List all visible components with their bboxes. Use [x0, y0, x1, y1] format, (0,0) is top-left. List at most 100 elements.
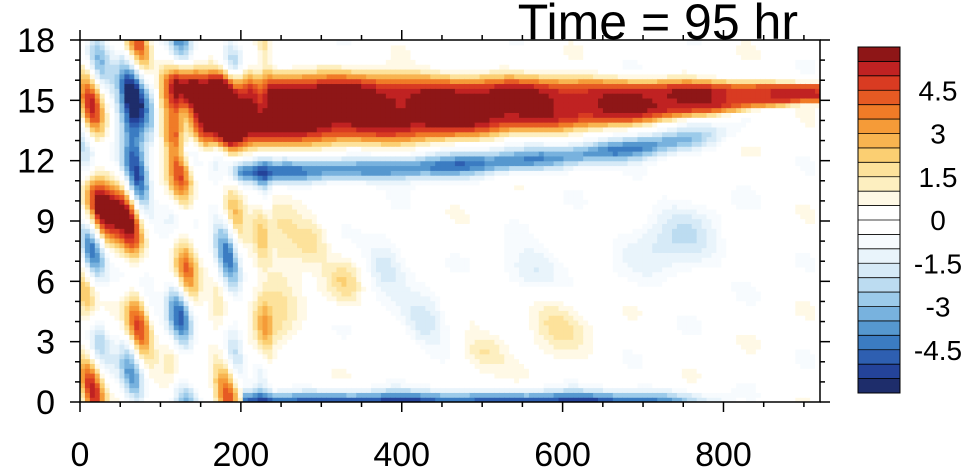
heatmap-cell: [139, 78, 145, 85]
heatmap-cell: [272, 40, 278, 46]
heatmap-cell: [341, 141, 347, 147]
heatmap-cell: [237, 368, 244, 374]
heatmap-cell: [154, 368, 160, 374]
heatmap-cell: [331, 117, 338, 123]
heatmap-cell: [361, 252, 367, 258]
heatmap-cell: [311, 300, 318, 307]
heatmap-cell: [282, 88, 288, 94]
heatmap-cell: [366, 295, 372, 302]
heatmap-cell: [361, 324, 367, 331]
heatmap-cell: [232, 300, 239, 307]
heatmap-cell: [272, 213, 278, 220]
heatmap-cell: [287, 54, 293, 60]
heatmap-cell: [351, 392, 357, 398]
heatmap-cell: [188, 242, 195, 249]
heatmap-cell: [144, 233, 150, 239]
heatmap-cell: [356, 286, 362, 292]
heatmap-cell: [129, 329, 135, 336]
heatmap-cell: [356, 218, 362, 225]
heatmap-cell: [287, 155, 293, 162]
heatmap-cell: [371, 290, 377, 297]
heatmap-cell: [267, 78, 273, 85]
heatmap-cell: [302, 242, 308, 249]
heatmap-cell: [272, 295, 278, 302]
heatmap-cell: [380, 73, 387, 80]
heatmap-cell: [237, 228, 244, 234]
heatmap-cell: [311, 218, 318, 225]
heatmap-cell: [326, 271, 333, 278]
heatmap-cell: [94, 151, 101, 157]
heatmap-cell: [178, 151, 185, 157]
heatmap-cell: [158, 49, 165, 56]
heatmap-cell: [371, 208, 377, 215]
heatmap-cell: [99, 117, 106, 123]
heatmap-cell: [109, 281, 116, 287]
heatmap-cell: [262, 208, 269, 215]
heatmap-cell: [366, 397, 372, 402]
heatmap-cell: [282, 155, 288, 162]
heatmap-cell: [262, 392, 269, 398]
heatmap-cell: [124, 49, 130, 56]
heatmap-cell: [326, 373, 333, 379]
heatmap-cell: [351, 368, 357, 374]
heatmap-cell: [129, 242, 135, 249]
heatmap-cell: [218, 204, 224, 210]
heatmap-cell: [193, 358, 199, 364]
heatmap-cell: [257, 175, 264, 181]
heatmap-cell: [139, 305, 145, 311]
heatmap-cell: [297, 324, 303, 331]
heatmap-cell: [282, 353, 288, 360]
heatmap-cell: [321, 117, 328, 123]
heatmap-cell: [395, 281, 402, 287]
heatmap-cell: [99, 175, 106, 181]
heatmap-cell: [302, 218, 308, 225]
heatmap-cell: [252, 59, 259, 65]
heatmap-cell: [114, 78, 121, 85]
heatmap-cell: [84, 175, 91, 181]
heatmap-cell: [311, 329, 318, 336]
heatmap-cell: [326, 78, 333, 85]
heatmap-cell: [405, 368, 412, 374]
heatmap-cell: [287, 112, 293, 118]
heatmap-cell: [188, 233, 195, 239]
heatmap-cell: [351, 102, 357, 109]
heatmap-cell: [232, 179, 239, 186]
heatmap-cell: [188, 112, 195, 118]
heatmap-cell: [331, 93, 338, 99]
heatmap-cell: [228, 117, 234, 123]
heatmap-cell: [144, 179, 150, 186]
heatmap-cell: [336, 146, 343, 152]
heatmap-cell: [380, 329, 387, 336]
heatmap-cell: [326, 305, 333, 311]
heatmap-cell: [306, 73, 313, 80]
heatmap-cell: [104, 324, 111, 331]
heatmap-cell: [213, 44, 219, 51]
heatmap-cell: [400, 387, 407, 393]
heatmap-cell: [346, 373, 352, 379]
heatmap-cell: [395, 233, 402, 239]
heatmap-cell: [346, 40, 352, 46]
heatmap-cell: [376, 184, 382, 191]
heatmap-cell: [80, 97, 86, 104]
heatmap-cell: [361, 208, 367, 215]
heatmap-cell: [99, 223, 106, 229]
heatmap-cell: [134, 363, 140, 369]
heatmap-cell: [213, 208, 219, 215]
heatmap-cell: [242, 107, 249, 113]
heatmap-cell: [94, 237, 101, 244]
heatmap-cell: [124, 213, 130, 220]
heatmap-cell: [218, 387, 224, 393]
heatmap-cell: [277, 184, 283, 191]
heatmap-cell: [154, 126, 160, 133]
heatmap-cell: [331, 44, 338, 51]
heatmap-cell: [119, 358, 125, 364]
heatmap-cell: [336, 117, 343, 123]
heatmap-cell: [237, 247, 244, 253]
heatmap-cell: [80, 271, 86, 278]
heatmap-cell: [173, 286, 180, 292]
heatmap-cell: [124, 40, 130, 46]
heatmap-cell: [311, 305, 318, 311]
heatmap-cell: [336, 271, 343, 278]
heatmap-cell: [163, 382, 170, 389]
heatmap-cell: [321, 68, 328, 75]
